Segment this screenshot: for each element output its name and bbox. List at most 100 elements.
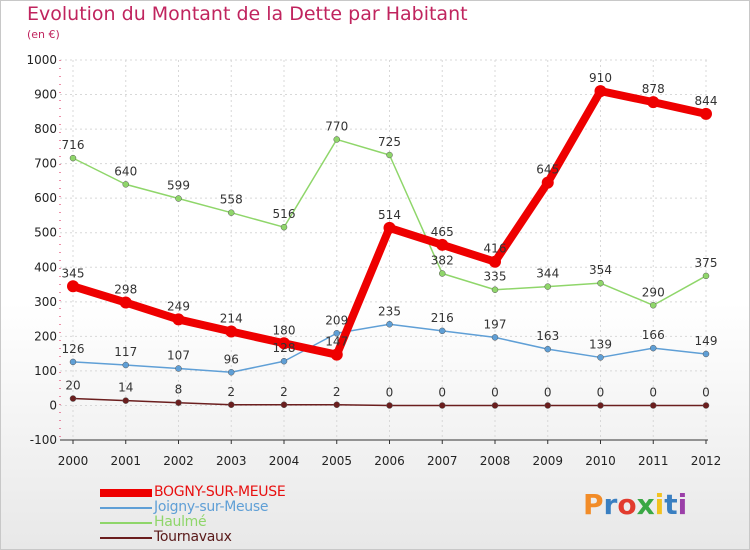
x-tick-label: 2004 xyxy=(269,454,300,468)
data-point xyxy=(333,136,340,143)
legend-label: Tournavaux xyxy=(154,529,232,545)
y-tick-label: 100 xyxy=(34,364,57,378)
data-point xyxy=(597,279,604,287)
data-point xyxy=(122,397,129,404)
data-label: 416 xyxy=(484,242,507,256)
data-label: 2 xyxy=(280,385,288,399)
data-label: 2 xyxy=(333,385,341,399)
data-point xyxy=(491,402,499,409)
data-label: 716 xyxy=(62,138,85,152)
data-label: 558 xyxy=(220,193,243,207)
data-point xyxy=(228,369,235,376)
data-point xyxy=(650,344,657,352)
data-point xyxy=(544,283,551,290)
data-label: 0 xyxy=(649,385,657,399)
y-tick-label: 700 xyxy=(34,157,57,171)
data-label: 197 xyxy=(484,317,507,331)
data-label: 878 xyxy=(642,82,665,96)
data-label: 180 xyxy=(273,323,296,337)
data-point xyxy=(122,181,129,188)
x-tick-label: 2009 xyxy=(532,454,563,468)
y-tick-label: 300 xyxy=(34,295,57,309)
data-point xyxy=(330,348,343,361)
data-label: 844 xyxy=(695,94,718,108)
data-point xyxy=(386,321,393,328)
data-point xyxy=(386,402,393,409)
data-label: 96 xyxy=(224,352,239,366)
y-tick-label: 200 xyxy=(34,329,57,343)
data-label: 290 xyxy=(642,285,665,299)
data-label: 8 xyxy=(175,383,183,397)
data-label: 725 xyxy=(378,135,401,149)
data-point xyxy=(175,399,182,406)
data-label: 235 xyxy=(378,304,401,318)
data-label: 910 xyxy=(589,71,612,85)
data-label: 465 xyxy=(431,225,454,239)
data-label: 166 xyxy=(642,328,665,342)
data-point xyxy=(439,327,446,335)
data-point xyxy=(597,402,604,409)
y-tick-label: 1000 xyxy=(26,53,57,67)
y-tick-label: 900 xyxy=(34,88,57,102)
data-point xyxy=(333,401,340,409)
data-point xyxy=(439,270,446,277)
data-point xyxy=(544,345,551,353)
data-label: 14 xyxy=(118,381,133,395)
data-label: 514 xyxy=(378,208,401,222)
data-point xyxy=(172,313,185,326)
data-label: 163 xyxy=(536,329,559,343)
data-point xyxy=(647,96,660,109)
y-tick-label: -100 xyxy=(30,433,57,447)
data-label: 599 xyxy=(167,179,190,193)
x-tick-label: 2001 xyxy=(110,454,141,468)
data-point xyxy=(383,221,396,234)
data-point xyxy=(436,238,449,251)
data-label: 345 xyxy=(62,266,85,280)
chart-subtitle: (en €) xyxy=(27,28,60,41)
data-point xyxy=(228,209,235,216)
data-label: 770 xyxy=(325,119,348,133)
data-label: 375 xyxy=(695,256,718,270)
data-point xyxy=(69,395,77,402)
x-tick-label: 2000 xyxy=(58,454,89,468)
data-label: 126 xyxy=(62,342,85,356)
data-label: 516 xyxy=(273,207,296,221)
y-tick-label: 800 xyxy=(34,122,57,136)
x-tick-label: 2011 xyxy=(638,454,669,468)
data-point xyxy=(702,350,710,358)
data-label: 216 xyxy=(431,311,454,325)
data-label: 382 xyxy=(431,253,454,267)
data-point xyxy=(702,272,710,280)
data-label: 335 xyxy=(484,270,507,284)
data-label: 117 xyxy=(114,345,137,359)
data-label: 344 xyxy=(536,267,559,281)
data-point xyxy=(175,365,182,372)
data-label: 645 xyxy=(536,163,559,177)
data-label: 354 xyxy=(589,263,612,277)
data-label: 20 xyxy=(65,379,80,393)
data-point xyxy=(119,296,132,309)
data-point xyxy=(491,286,499,293)
data-point xyxy=(489,255,501,268)
legend-swatch xyxy=(100,489,152,497)
data-point xyxy=(280,357,288,365)
data-label: 0 xyxy=(491,385,499,399)
data-point xyxy=(597,354,604,361)
x-tick-label: 2012 xyxy=(691,454,722,468)
data-label: 0 xyxy=(597,385,605,399)
data-point xyxy=(228,401,235,409)
data-label: 107 xyxy=(167,348,190,362)
data-label: 149 xyxy=(695,334,718,348)
data-label: 0 xyxy=(702,385,710,399)
data-point xyxy=(541,176,554,189)
data-point xyxy=(175,195,182,202)
legend-swatch xyxy=(100,537,152,539)
data-point xyxy=(650,302,657,309)
proxiti-logo: Proxiti xyxy=(583,488,688,521)
data-point xyxy=(69,154,77,162)
y-tick-label: 600 xyxy=(34,191,57,205)
data-point xyxy=(439,402,446,409)
y-tick-label: 0 xyxy=(49,398,57,412)
data-point xyxy=(491,334,499,341)
